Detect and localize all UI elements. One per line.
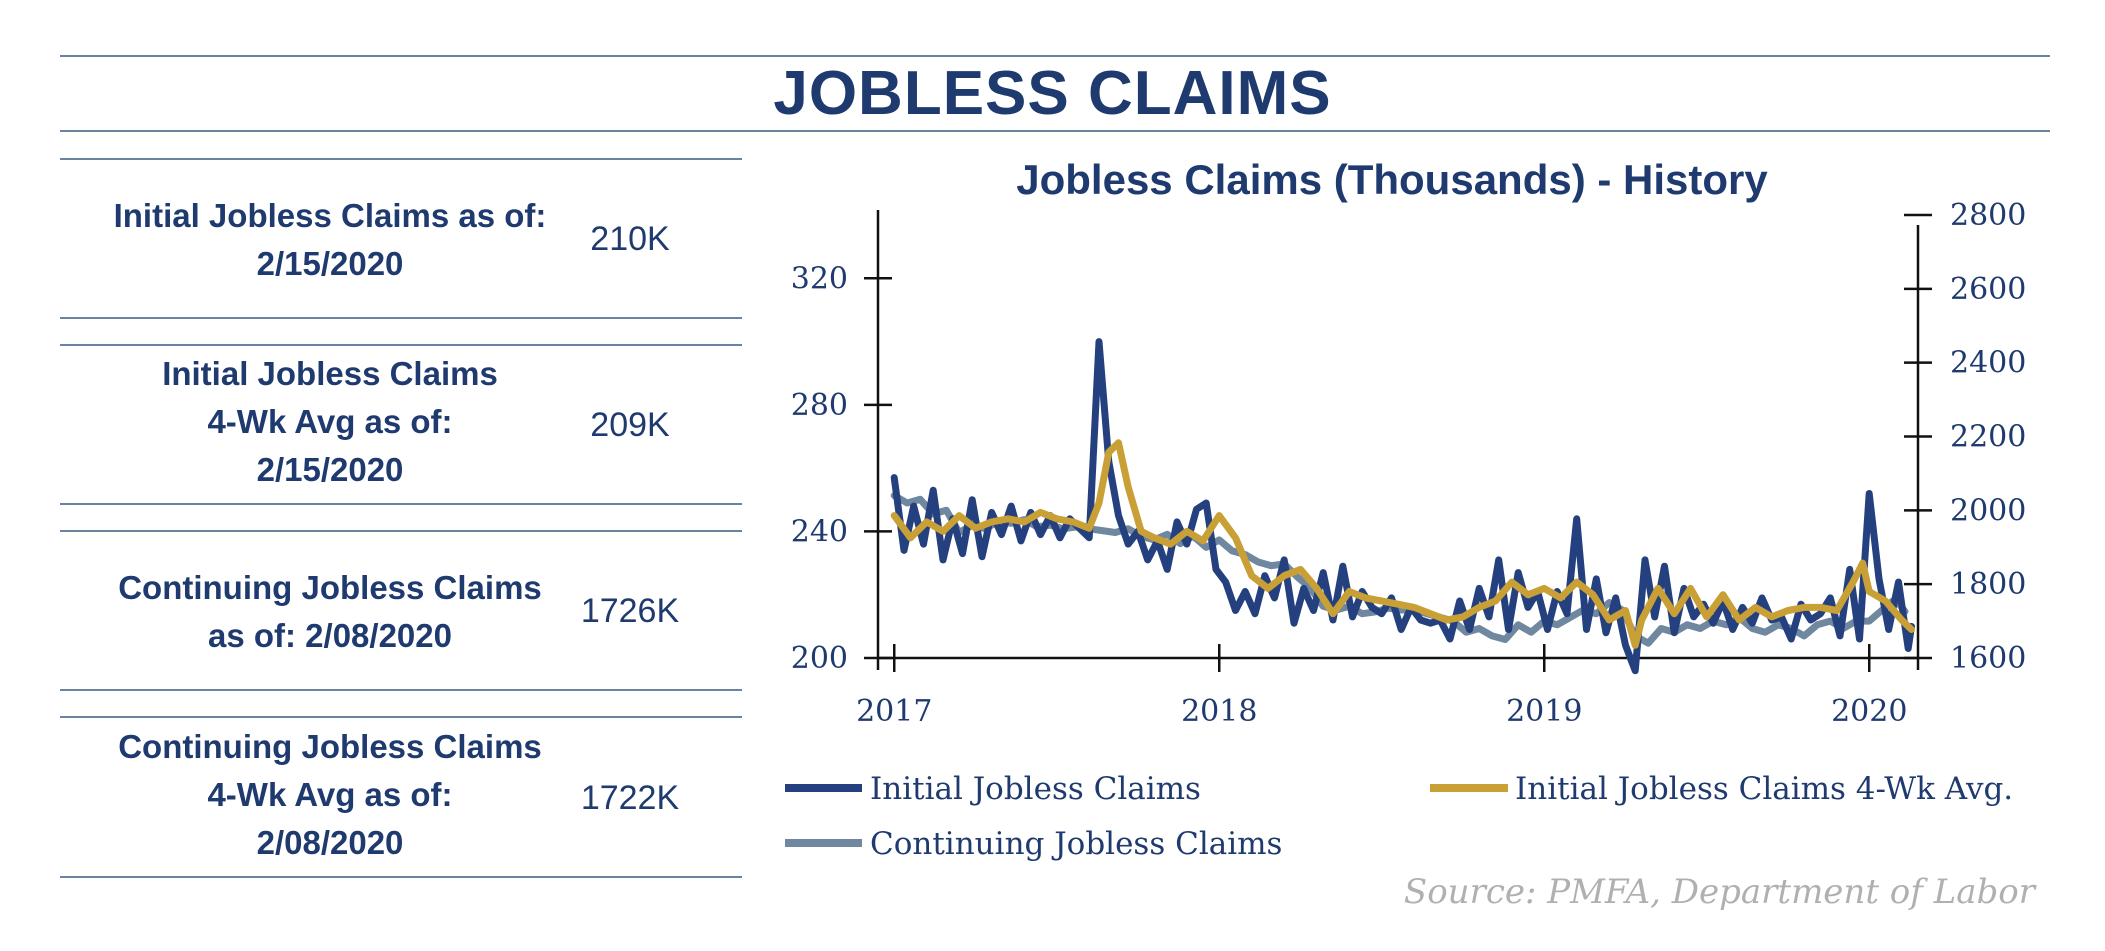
stat-value-initial-claims: 210K <box>590 220 670 258</box>
stat-label-line: Initial Jobless Claims <box>162 355 498 392</box>
title-bottom-rule <box>60 130 2050 132</box>
stat-value-continuing-avg: 1722K <box>580 779 680 817</box>
top-rule <box>60 55 2050 57</box>
stat-label-line: 2/08/2020 <box>256 824 404 861</box>
stat-divider <box>60 876 742 878</box>
stat-divider <box>60 716 742 718</box>
chart-series <box>890 338 1915 675</box>
stat-label-continuing-avg: Continuing Jobless Claims 4-Wk Avg as of… <box>60 723 600 867</box>
series-line-initial-claims <box>890 338 1915 675</box>
page-title: JOBLESS CLAIMS <box>773 59 1332 128</box>
stat-label-initial-claims: Initial Jobless Claims as of: 2/15/2020 <box>60 192 600 288</box>
stat-divider <box>60 344 742 346</box>
stat-label-line: 4-Wk Avg as of: <box>207 776 453 813</box>
stat-label-line: 2/15/2020 <box>256 451 404 488</box>
stat-label-continuing-claims: Continuing Jobless Claims as of: 2/08/20… <box>60 564 600 660</box>
stat-divider <box>60 158 742 160</box>
stat-label-line: as of: 2/08/2020 <box>208 617 452 654</box>
stat-divider <box>60 530 742 532</box>
legend-label-initial: Initial Jobless Claims <box>870 771 1201 807</box>
stat-value-initial-avg: 209K <box>590 406 670 444</box>
legend-label-avg: Initial Jobless Claims 4-Wk Avg. <box>1515 771 2013 807</box>
stat-divider <box>60 317 742 319</box>
chart-title: Jobless Claims (Thousands) - History <box>1016 156 1768 203</box>
y-left-tick-label: 280 <box>791 388 848 423</box>
y-right-tick-label: 2400 <box>1950 346 2026 381</box>
stat-label-initial-avg: Initial Jobless Claims 4-Wk Avg as of: 2… <box>60 350 600 494</box>
stat-label-line: 2/15/2020 <box>256 245 404 282</box>
y-left-tick-label: 320 <box>791 261 848 296</box>
stat-label-line: 4-Wk Avg as of: <box>207 403 453 440</box>
series-line-initial-avg <box>890 439 1915 649</box>
y-right-tick-label: 2200 <box>1950 420 2026 455</box>
y-right-tick-label: 1600 <box>1950 641 2026 676</box>
x-tick-label: 2018 <box>1181 694 1257 729</box>
legend-label-continuing: Continuing Jobless Claims <box>870 826 1282 862</box>
y-right-tick-label: 2600 <box>1950 272 2026 307</box>
stat-value-continuing-claims: 1726K <box>580 592 680 630</box>
source-note: Source: PMFA, Department of Labor <box>1403 872 2035 912</box>
chart-axes: 200 240 280 320 1600 1800 2000 2200 2400 2600 2800… <box>791 198 2027 729</box>
x-tick-label: 2020 <box>1831 694 1907 729</box>
y-right-tick-label: 2800 <box>1950 198 2026 233</box>
y-left-tick-label: 240 <box>791 514 848 549</box>
stat-divider <box>60 503 742 505</box>
stat-label-line: Initial Jobless Claims as of: <box>113 197 547 234</box>
x-tick-label: 2019 <box>1506 694 1582 729</box>
y-left-tick-label: 200 <box>791 641 848 676</box>
stat-divider <box>60 689 742 691</box>
stat-label-line: Continuing Jobless Claims <box>118 728 542 765</box>
chart-legend: Initial Jobless Claims Initial Jobless C… <box>785 771 2013 862</box>
x-tick-label: 2017 <box>856 694 932 729</box>
stat-label-line: Continuing Jobless Claims <box>118 569 542 606</box>
y-right-tick-label: 1800 <box>1950 567 2026 602</box>
y-right-tick-label: 2000 <box>1950 493 2026 528</box>
